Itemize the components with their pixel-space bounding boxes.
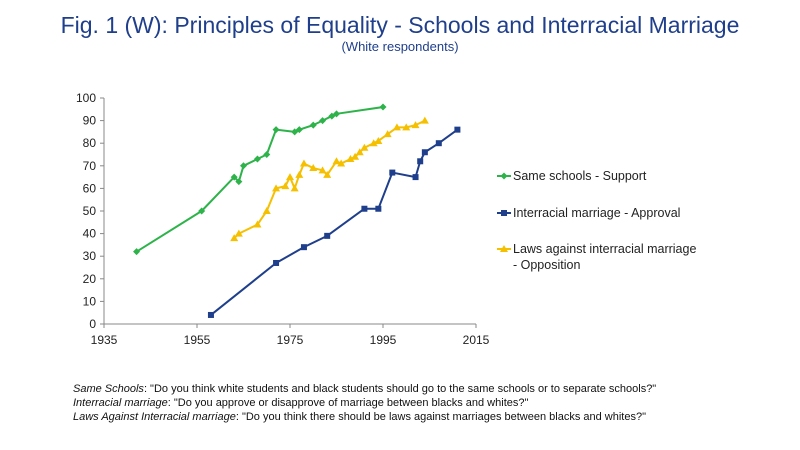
x-tick-label: 2015 [463, 333, 490, 347]
data-point [234, 229, 243, 237]
series-line [136, 106, 384, 253]
note-laws-against: Laws Against Interracial marriage: "Do y… [73, 410, 793, 424]
data-point [369, 139, 378, 147]
y-tick-label: 40 [83, 227, 97, 241]
note-label: Interracial marriage [73, 397, 168, 409]
data-point [273, 259, 280, 266]
y-tick-label: 10 [83, 294, 97, 308]
data-point [333, 110, 340, 118]
data-point [198, 207, 206, 215]
y-tick-label: 0 [89, 317, 96, 331]
line-chart: 0 10 20 30 40 50 60 70 80 90 100 1935 1955 1975 1995 20… [76, 91, 696, 347]
data-point [375, 205, 382, 212]
data-point [295, 126, 303, 134]
x-tick-label: 1975 [277, 333, 304, 347]
series-line [210, 128, 458, 316]
legend-marker [500, 245, 508, 252]
data-point [281, 182, 290, 190]
legend-item-1: Interracial marriage - Approval [497, 206, 680, 220]
data-point [412, 174, 419, 181]
chart-axes: 0 10 20 30 40 50 60 70 80 90 100 1935 1955 1975 1995 20… [76, 91, 490, 347]
data-point [417, 158, 424, 165]
x-tick-label: 1955 [184, 333, 211, 347]
y-tick-label: 90 [83, 114, 97, 128]
y-tick-label: 100 [76, 91, 96, 105]
legend-label: Laws against interracial marriage [513, 242, 696, 256]
legend-marker [500, 172, 508, 180]
data-point [318, 166, 327, 174]
data-point [389, 169, 396, 176]
data-point [392, 123, 401, 131]
data-point [323, 170, 332, 178]
data-point [133, 248, 141, 256]
legend-label: - Opposition [513, 258, 580, 272]
data-point [319, 117, 327, 125]
y-tick-label: 50 [83, 204, 97, 218]
data-point [324, 232, 331, 239]
y-tick-label: 20 [83, 272, 97, 286]
data-point [272, 126, 280, 134]
data-point [332, 157, 341, 165]
note-text: : "Do you approve or disapprove of marri… [167, 397, 529, 409]
data-point [351, 152, 360, 160]
legend-label: Same schools - Support [513, 169, 647, 183]
data-point [295, 170, 304, 178]
y-tick-label: 80 [83, 136, 97, 150]
data-point [272, 184, 281, 192]
note-text: : "Do you think white students and black… [143, 383, 657, 395]
data-point [360, 143, 369, 151]
data-point [263, 151, 271, 158]
data-point [262, 207, 271, 214]
data-point [435, 140, 442, 147]
x-tick-label: 1995 [370, 333, 397, 347]
legend-label: Interracial marriage - Approval [513, 206, 680, 220]
series-layer [133, 103, 461, 318]
data-point [286, 173, 294, 181]
y-tick-label: 60 [83, 181, 97, 195]
chart-subtitle: (White respondents) [341, 39, 459, 54]
data-point [240, 162, 247, 170]
data-point [235, 178, 243, 186]
data-point [402, 123, 411, 131]
data-point [421, 149, 428, 156]
y-tick-label: 70 [83, 159, 97, 173]
data-point [253, 155, 261, 163]
legend-marker [501, 210, 507, 216]
data-point [230, 173, 238, 181]
legend-item-2: Laws against interracial marriage - Oppos… [497, 242, 696, 272]
data-point [361, 205, 368, 212]
series-line [233, 119, 426, 239]
note-label: Same Schools [73, 383, 144, 395]
data-point [346, 155, 355, 163]
series-0 [133, 103, 387, 256]
data-point [299, 159, 308, 167]
data-point [230, 234, 239, 242]
data-point [374, 136, 383, 144]
data-point [309, 164, 318, 172]
data-point [309, 121, 317, 129]
question-notes: Same Schools: "Do you think white studen… [73, 382, 793, 424]
note-interracial-marriage: Interracial marriage: "Do you approve or… [73, 396, 793, 410]
note-text: : "Do you think there should be laws aga… [235, 411, 646, 423]
data-point [379, 103, 387, 111]
data-point [300, 244, 307, 251]
data-point [383, 130, 392, 138]
series-1 [207, 126, 461, 318]
data-point [420, 116, 429, 124]
data-point [411, 121, 420, 129]
data-point [207, 311, 214, 318]
x-tick-label: 1935 [91, 333, 118, 347]
note-label: Laws Against Interracial marriage [73, 411, 236, 423]
chart-title: Fig. 1 (W): Principles of Equality - Sch… [60, 12, 740, 38]
y-tick-label: 30 [83, 249, 97, 263]
data-point [337, 159, 346, 167]
legend-item-0: Same schools - Support [497, 169, 647, 183]
data-point [253, 220, 262, 228]
data-point [355, 148, 364, 156]
data-point [454, 126, 461, 133]
note-same-schools: Same Schools: "Do you think white studen… [73, 382, 793, 396]
chart-legend: Same schools - Support Interracial marria… [497, 169, 696, 272]
data-point [290, 184, 299, 192]
series-2 [230, 116, 429, 242]
